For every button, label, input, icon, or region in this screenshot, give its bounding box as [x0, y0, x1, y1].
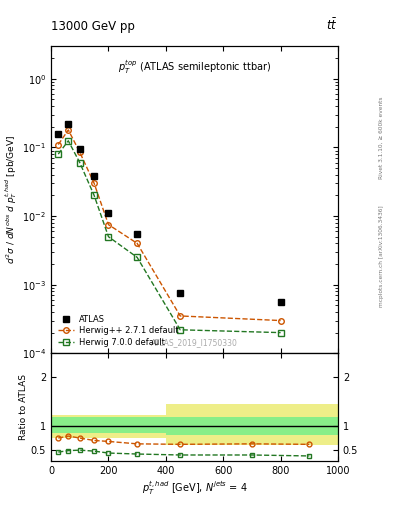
X-axis label: $p_T^{t,had}$ [GeV], $N^{jets}$ = 4: $p_T^{t,had}$ [GeV], $N^{jets}$ = 4: [141, 480, 248, 497]
Herwig 7.0.0 default: [66, 138, 71, 144]
ATLAS: [92, 173, 97, 179]
Legend: ATLAS, Herwig++ 2.7.1 default, Herwig 7.0.0 default: ATLAS, Herwig++ 2.7.1 default, Herwig 7.…: [55, 312, 181, 349]
Herwig 7.0.0 default: [106, 233, 111, 240]
Y-axis label: $d^2\sigma$ / $d N^{obs}$ $d$ $p_T^{t,had}$ [pb/GeV]: $d^2\sigma$ / $d N^{obs}$ $d$ $p_T^{t,ha…: [4, 135, 19, 264]
Y-axis label: Ratio to ATLAS: Ratio to ATLAS: [19, 374, 28, 440]
Line: Herwig++ 2.7.1 default: Herwig++ 2.7.1 default: [55, 127, 283, 323]
ATLAS: [106, 210, 111, 216]
Text: ATLAS_2019_I1750330: ATLAS_2019_I1750330: [151, 338, 238, 347]
Herwig 7.0.0 default: [278, 330, 283, 336]
Herwig++ 2.7.1 default: [178, 313, 182, 319]
Herwig++ 2.7.1 default: [66, 127, 71, 133]
Text: mcplots.cern.ch [arXiv:1306.3436]: mcplots.cern.ch [arXiv:1306.3436]: [379, 205, 384, 307]
Herwig++ 2.7.1 default: [106, 222, 111, 228]
ATLAS: [56, 131, 61, 137]
Text: Rivet 3.1.10, ≥ 600k events: Rivet 3.1.10, ≥ 600k events: [379, 97, 384, 180]
Line: ATLAS: ATLAS: [55, 121, 284, 306]
Text: $t\bar{t}$: $t\bar{t}$: [327, 18, 338, 33]
ATLAS: [178, 290, 182, 296]
Herwig 7.0.0 default: [92, 193, 97, 199]
Herwig 7.0.0 default: [135, 254, 140, 261]
Text: $p_T^{top}$ (ATLAS semileptonic ttbar): $p_T^{top}$ (ATLAS semileptonic ttbar): [118, 58, 271, 76]
ATLAS: [66, 121, 71, 127]
Text: 13000 GeV pp: 13000 GeV pp: [51, 20, 135, 33]
ATLAS: [77, 146, 82, 152]
Herwig 7.0.0 default: [77, 160, 82, 166]
ATLAS: [135, 231, 140, 237]
ATLAS: [278, 300, 283, 306]
Herwig++ 2.7.1 default: [77, 149, 82, 155]
Herwig++ 2.7.1 default: [56, 141, 61, 147]
Herwig++ 2.7.1 default: [92, 180, 97, 186]
Line: Herwig 7.0.0 default: Herwig 7.0.0 default: [55, 138, 283, 335]
Herwig 7.0.0 default: [56, 151, 61, 157]
Herwig 7.0.0 default: [178, 327, 182, 333]
Herwig++ 2.7.1 default: [278, 317, 283, 324]
Herwig++ 2.7.1 default: [135, 240, 140, 246]
